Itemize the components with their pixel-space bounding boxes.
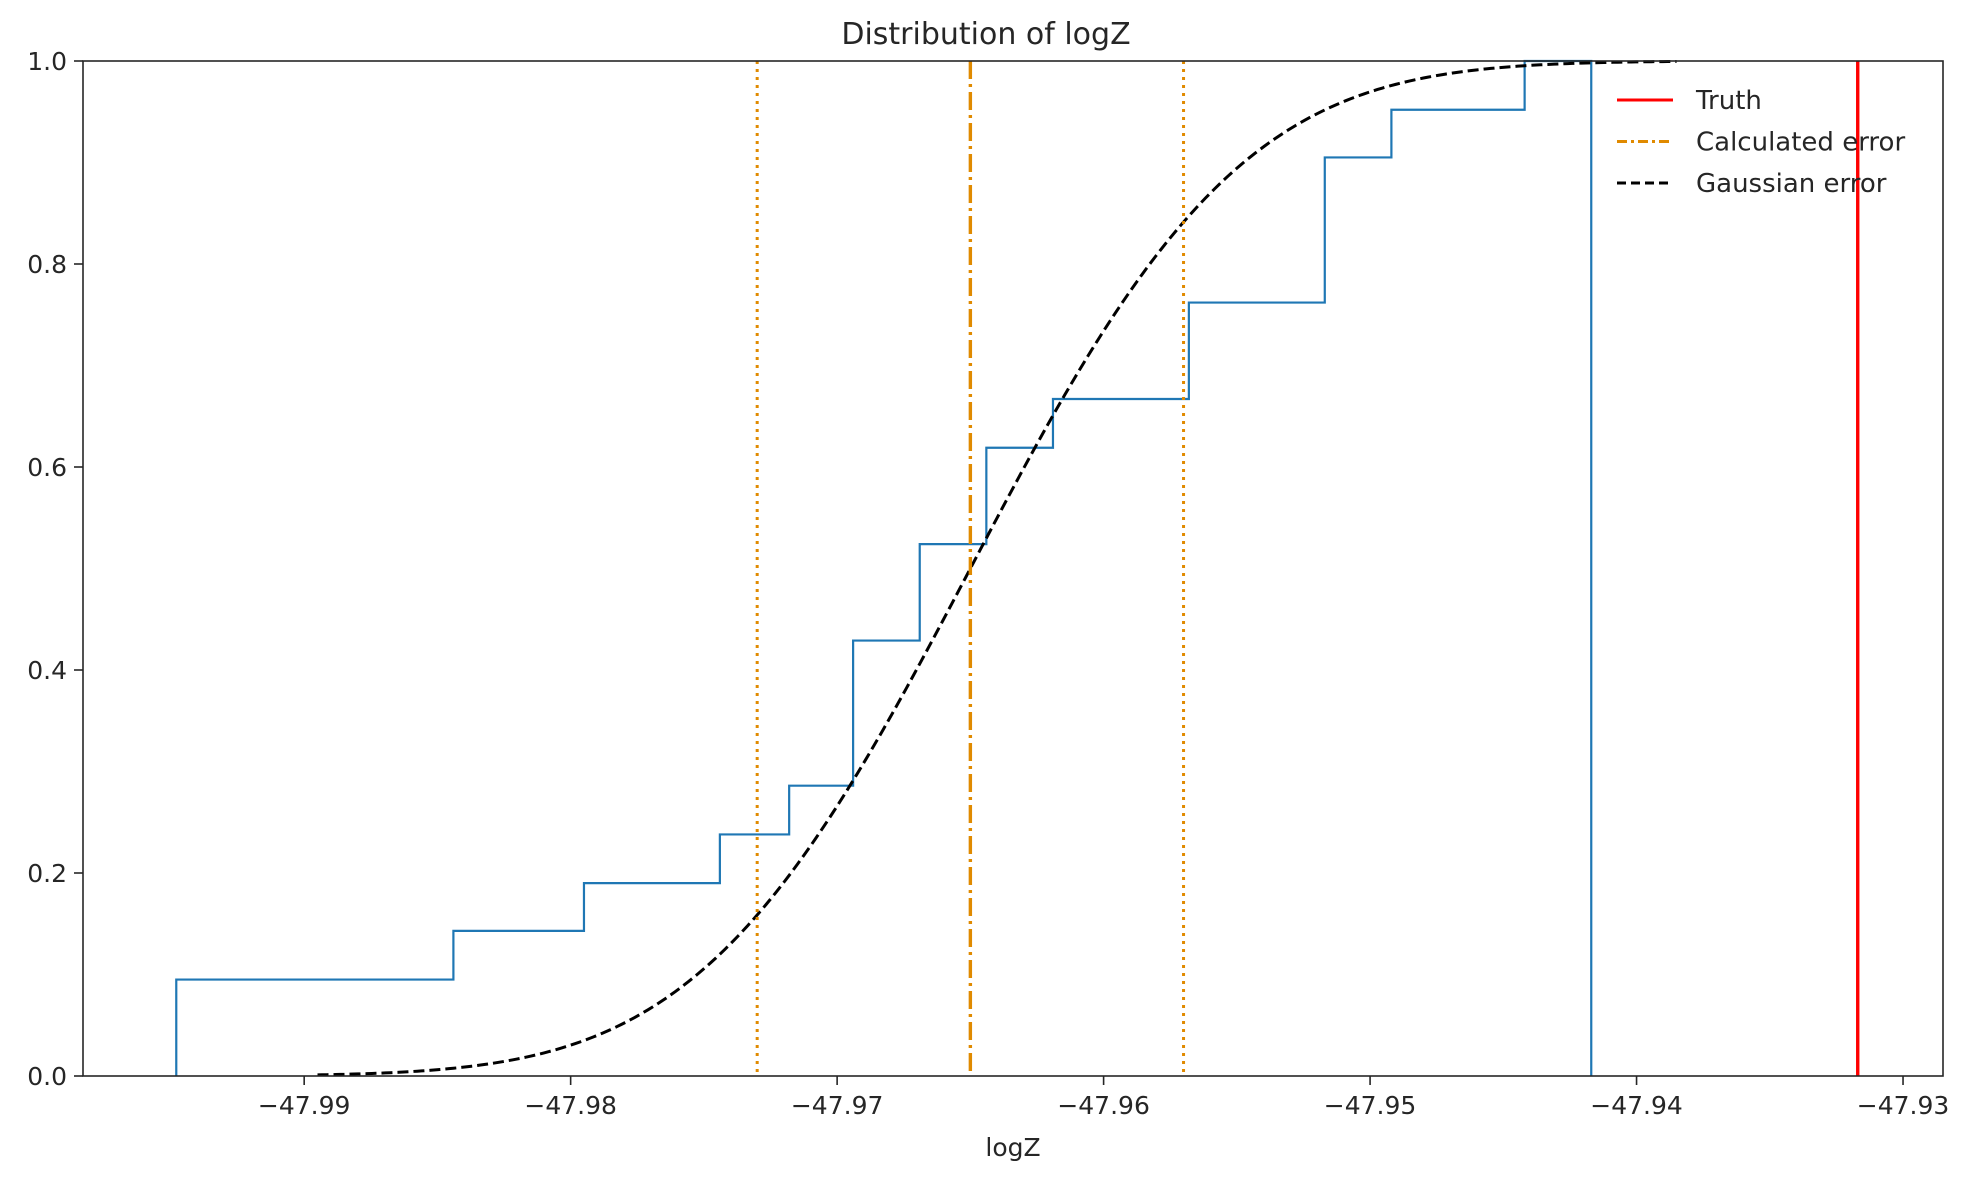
x-tick-label: −47.98 — [524, 1091, 617, 1120]
x-axis: −47.99 −47.98 −47.97 −47.96 −47.95 −47.94 −47.… — [258, 1076, 1949, 1120]
legend-label: Gaussian error — [1696, 169, 1887, 199]
y-axis: 0.0 0.2 0.4 0.6 0.8 1.0 — [27, 47, 83, 1091]
x-axis-label: logZ — [985, 1133, 1040, 1162]
gaussian-error-curve — [317, 59, 1677, 1077]
plot-area — [175, 59, 1860, 1077]
plot-frame — [82, 60, 1944, 1077]
y-tick-label: 0.6 — [27, 453, 67, 482]
legend-label: Truth — [1695, 86, 1762, 116]
y-tick-label: 0.8 — [27, 250, 67, 279]
y-tick-label: 0.2 — [27, 859, 67, 888]
chart-title: Distribution of logZ — [841, 17, 1130, 52]
legend: Truth Calculated error Gaussian error — [1617, 86, 1905, 199]
y-tick-label: 0.0 — [27, 1062, 67, 1091]
x-tick-label: −47.96 — [1057, 1091, 1150, 1120]
legend-label: Calculated error — [1696, 128, 1905, 158]
x-tick-label: −47.94 — [1590, 1091, 1683, 1120]
x-tick-label: −47.99 — [258, 1091, 351, 1120]
empirical-cdf-line — [175, 59, 1593, 1076]
y-tick-label: 0.4 — [27, 656, 67, 685]
y-tick-label: 1.0 — [27, 47, 67, 76]
x-tick-label: −47.93 — [1857, 1091, 1950, 1120]
x-tick-label: −47.95 — [1324, 1091, 1417, 1120]
x-tick-label: −47.97 — [791, 1091, 884, 1120]
